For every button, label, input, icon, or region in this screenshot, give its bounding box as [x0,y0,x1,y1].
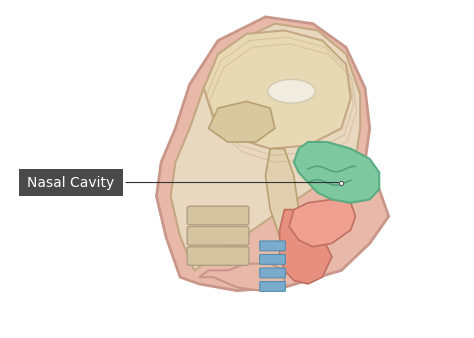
FancyBboxPatch shape [187,247,249,265]
FancyBboxPatch shape [187,226,249,245]
Polygon shape [294,142,379,203]
FancyBboxPatch shape [260,255,285,264]
Polygon shape [204,30,351,149]
Ellipse shape [268,79,315,103]
Polygon shape [199,264,284,291]
FancyBboxPatch shape [260,282,285,291]
FancyBboxPatch shape [187,206,249,225]
FancyBboxPatch shape [260,268,285,278]
Polygon shape [171,24,360,270]
Polygon shape [265,149,299,237]
FancyBboxPatch shape [19,169,123,196]
Polygon shape [289,199,356,247]
Polygon shape [280,210,332,284]
Polygon shape [209,101,275,142]
Polygon shape [156,17,389,291]
FancyBboxPatch shape [260,241,285,251]
Text: Nasal Cavity: Nasal Cavity [27,175,115,190]
